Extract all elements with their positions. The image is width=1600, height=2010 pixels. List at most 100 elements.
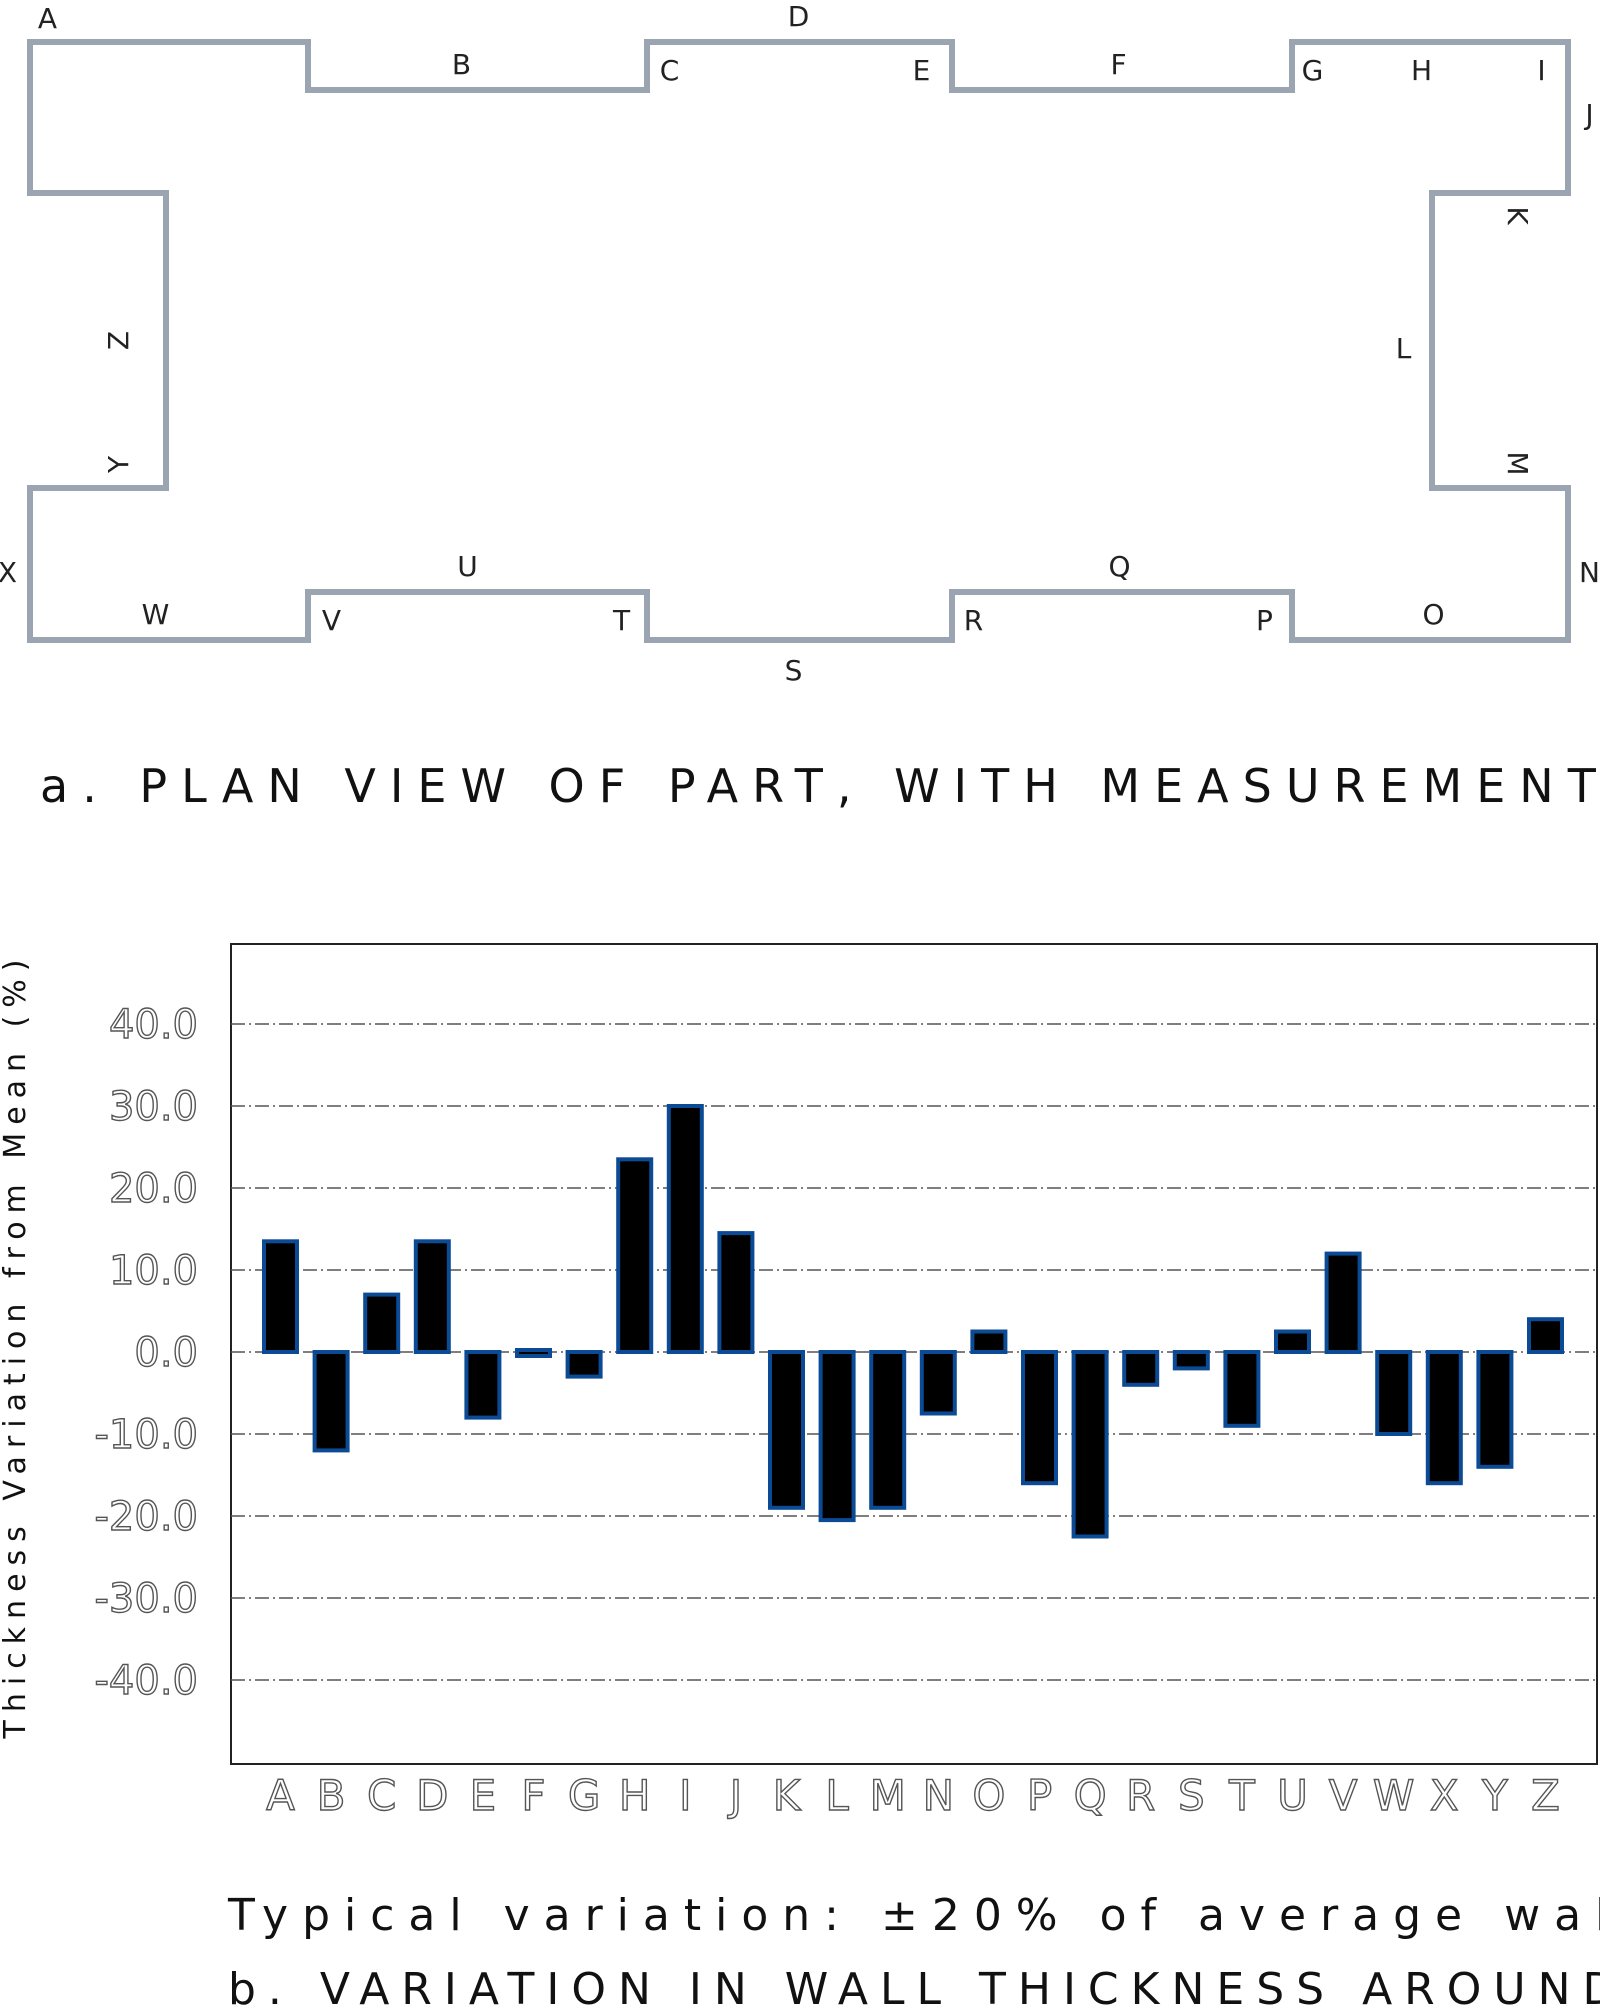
y-ticks: 40.0 30.0 20.0 10.0 0.0 -10.0 -20.0 -30.0 -40.0 (94, 1001, 199, 1704)
location-label-p: P (1256, 604, 1274, 637)
location-label-m: M (1501, 451, 1534, 476)
x-tick-label: O (972, 1771, 1005, 1820)
y-tick-label: -30.0 (95, 1576, 199, 1622)
x-tick-label: J (727, 1771, 742, 1820)
location-label-e: E (913, 54, 932, 87)
bar-g (565, 1350, 603, 1379)
y-tick-label: -20.0 (95, 1494, 199, 1540)
x-tick-label: H (619, 1771, 651, 1820)
x-tick-label: K (773, 1771, 802, 1820)
chart: 40.030.020.010.00.0-10.0-20.0-30.0-40.0 … (0, 943, 1598, 1821)
grid (231, 1023, 1597, 1681)
location-label-a: A (38, 2, 58, 35)
bar-x (1425, 1350, 1463, 1486)
x-tick-label: S (1178, 1771, 1205, 1820)
location-label-v: V (322, 604, 342, 637)
x-tick-label: X (1430, 1771, 1459, 1820)
bar-d (413, 1239, 451, 1355)
x-tick-label: U (1277, 1771, 1308, 1820)
location-label-f: F (1110, 48, 1127, 81)
bar-j (717, 1231, 755, 1354)
bar-u (1274, 1329, 1311, 1354)
x-tick-label: V (1329, 1771, 1358, 1820)
bar-i (666, 1104, 704, 1354)
bar-a (262, 1239, 299, 1355)
location-label-s: S (785, 654, 804, 687)
x-tick-label: N (923, 1771, 954, 1820)
location-label-c: C (660, 54, 681, 87)
x-tick-label: B (317, 1771, 346, 1820)
bar-r (1122, 1350, 1160, 1387)
location-label-x: X (0, 556, 18, 589)
bar-k (768, 1350, 805, 1510)
bar-o (970, 1329, 1008, 1354)
bar-z (1527, 1317, 1564, 1354)
bar-w (1375, 1350, 1413, 1436)
bar-s (1172, 1350, 1210, 1371)
bar-f (515, 1348, 552, 1358)
location-label-g: G (1302, 54, 1325, 87)
bar-n (919, 1350, 957, 1416)
x-tick-label: R (1126, 1771, 1155, 1820)
location-label-z: Z (102, 330, 135, 350)
x-tick-label: M (870, 1771, 906, 1820)
location-label-i: I (1537, 54, 1546, 87)
location-label-b: B (452, 48, 472, 81)
y-tick-label: 40.0 (109, 1002, 198, 1048)
x-tick-label: Q (1074, 1771, 1107, 1820)
x-tick-label: F (521, 1771, 545, 1820)
bar-b (312, 1350, 350, 1453)
bars (262, 1104, 1564, 1539)
chart-caption: b. VARIATION IN WALL THICKNESS AROUND MO… (228, 1964, 1600, 2010)
bar-h (616, 1157, 654, 1355)
x-tick-label: D (416, 1771, 448, 1820)
location-label-h: H (1411, 54, 1433, 87)
location-label-l: L (1396, 332, 1413, 365)
bar-p (1021, 1350, 1058, 1486)
location-label-w: W (142, 598, 171, 631)
bar-m (869, 1350, 907, 1510)
x-tick-label: I (679, 1771, 691, 1820)
location-label-n: N (1579, 556, 1600, 589)
x-tick-label: T (1228, 1771, 1255, 1820)
location-label-q: Q (1108, 550, 1131, 583)
location-label-y: Y (102, 455, 135, 474)
location-label-u: U (457, 550, 479, 583)
part-outline (27, 39, 1571, 643)
bar-l (818, 1350, 856, 1523)
x-tick-label: C (367, 1771, 396, 1820)
bar-y (1476, 1350, 1514, 1469)
y-tick-label: 20.0 (109, 1166, 198, 1212)
x-tick-label: G (568, 1771, 601, 1820)
x-tick-label: P (1027, 1771, 1052, 1820)
y-tick-label: 30.0 (109, 1084, 198, 1130)
x-tick-label: E (470, 1771, 497, 1820)
bar-q (1071, 1350, 1109, 1539)
x-tick-label: Z (1531, 1771, 1560, 1820)
y-tick-label: -10.0 (95, 1412, 199, 1458)
location-label-o: O (1422, 598, 1445, 631)
x-tick-label: W (1373, 1771, 1415, 1820)
x-tick-label: Y (1481, 1771, 1508, 1820)
x-tick-label: A (266, 1771, 295, 1820)
plan-view: A B C D E F G H I J K L M N O P Q R S T … (0, 0, 1600, 813)
location-label-j: J (1583, 98, 1594, 131)
plot-frame (230, 943, 1598, 1765)
bar-t (1223, 1350, 1261, 1428)
location-label-d: D (788, 0, 811, 33)
y-axis-label: Thickness Variation from Mean (%) (0, 952, 33, 1740)
bar-v (1324, 1251, 1362, 1354)
y-tick-label: -40.0 (95, 1658, 199, 1704)
plan-caption: a. PLAN VIEW OF PART, WITH MEASUREMENT L… (40, 759, 1600, 813)
typical-variation-note: Typical variation: ±20% of average wall … (227, 1890, 1600, 1941)
x-tick-label: L (825, 1771, 849, 1820)
y-tick-label: 10.0 (109, 1248, 198, 1294)
location-label-t: T (612, 604, 631, 637)
y-tick-label: 0.0 (134, 1330, 198, 1376)
bar-e (464, 1350, 502, 1420)
location-label-k: K (1501, 206, 1534, 225)
location-label-r: R (964, 604, 984, 637)
bar-c (363, 1292, 401, 1354)
